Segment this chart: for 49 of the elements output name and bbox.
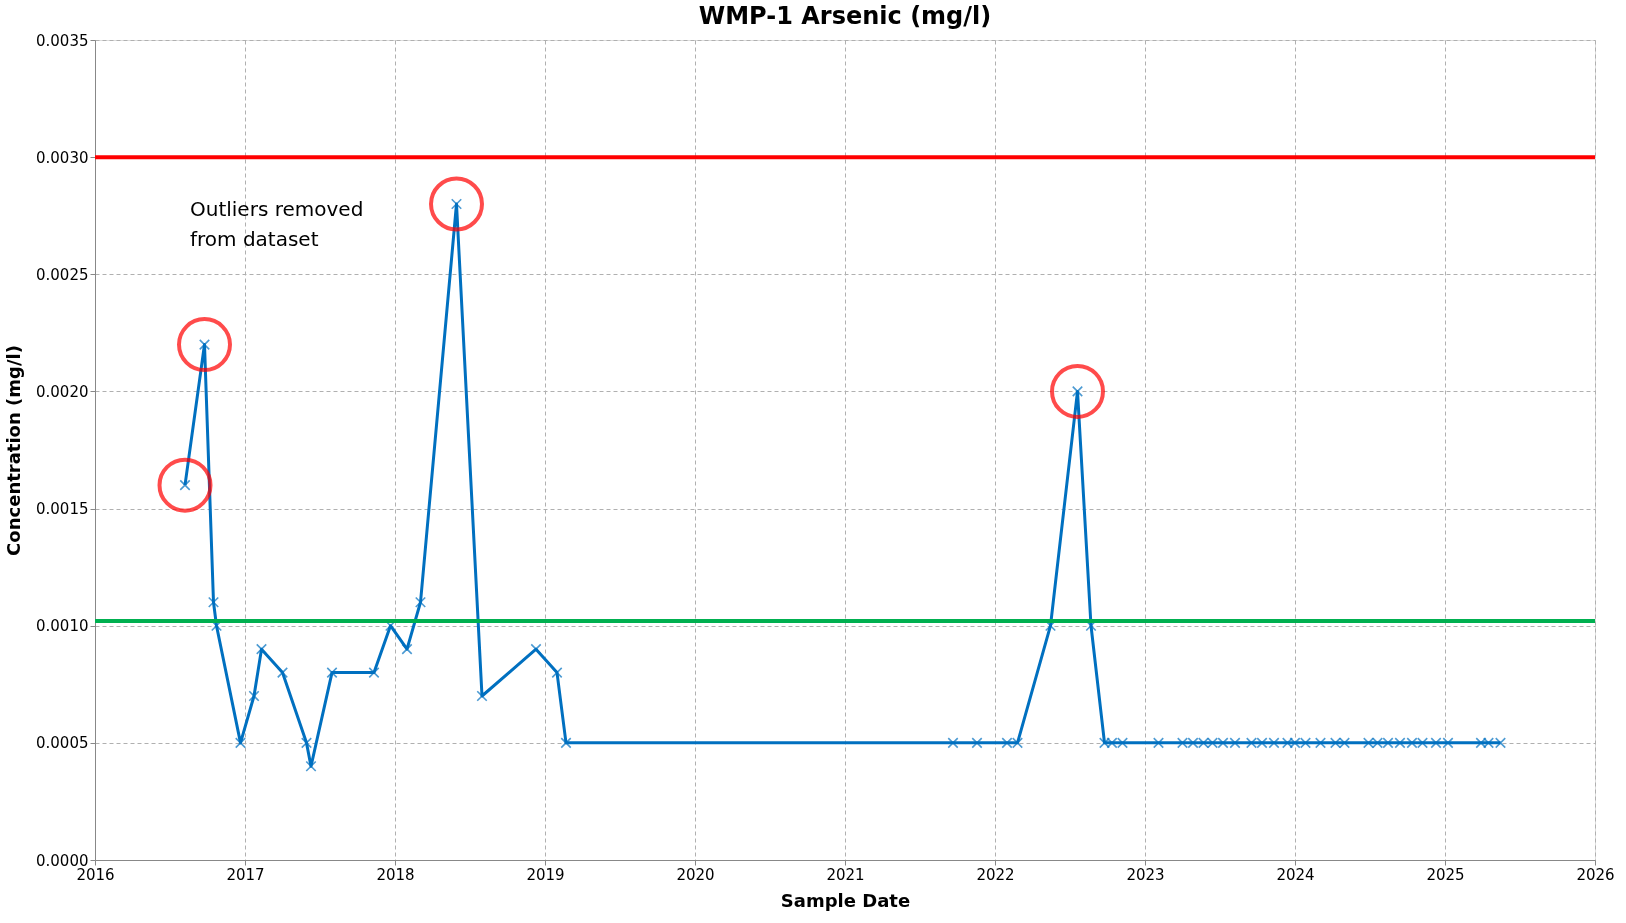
point (276, 667, 289, 679)
point (1050, 363, 1105, 419)
point (551, 667, 563, 679)
point (560, 737, 572, 749)
y-axis-title: Concentration (mg/l) (3, 345, 25, 556)
point (248, 690, 260, 702)
point (429, 176, 484, 232)
point (1152, 737, 1165, 749)
x-axis-title: Sample Date (780, 889, 911, 911)
x-tick-label: 2025 (1426, 865, 1465, 884)
y-tick-label: 0.0005 (36, 734, 89, 753)
point (450, 198, 463, 210)
point (300, 737, 313, 749)
x-tick-label: 2020 (676, 865, 715, 884)
point (326, 667, 338, 679)
point (1314, 737, 1327, 749)
x-tick-label: 2024 (1276, 865, 1315, 884)
point (476, 690, 488, 702)
x-tick-label: 2026 (1576, 865, 1615, 884)
x-tick-label: 2018 (376, 865, 415, 884)
x-tick-label: 2017 (226, 865, 265, 884)
x-tick-label: 2022 (976, 865, 1015, 884)
point (255, 643, 268, 655)
x-tick-label: 2019 (526, 865, 565, 884)
point (1071, 385, 1084, 397)
y-tick-label: 0.0025 (36, 265, 89, 284)
point (368, 667, 380, 679)
point (414, 596, 427, 608)
point (198, 339, 211, 351)
y-tick-label: 0.0020 (36, 382, 89, 401)
point (179, 479, 191, 491)
y-tick-label: 0.0015 (36, 500, 89, 519)
point (177, 317, 232, 373)
point (401, 643, 413, 655)
point (305, 760, 317, 772)
x-tick-label: 2016 (76, 865, 115, 884)
point (947, 737, 959, 749)
chart-title: WMP-1 Arsenic (mg/l) (698, 2, 992, 30)
y-tick-label: 0.0010 (36, 617, 89, 636)
annotation: Outliers removed from dataset (190, 197, 364, 251)
point (530, 643, 542, 655)
point (971, 737, 983, 749)
point (157, 457, 213, 513)
point (234, 737, 247, 749)
point (207, 596, 220, 608)
x-tick-label: 2023 (1126, 865, 1165, 884)
y-tick-label: 0.0035 (36, 31, 89, 50)
y-tick-label: 0.0030 (36, 148, 89, 167)
x-tick-label: 2021 (826, 865, 865, 884)
